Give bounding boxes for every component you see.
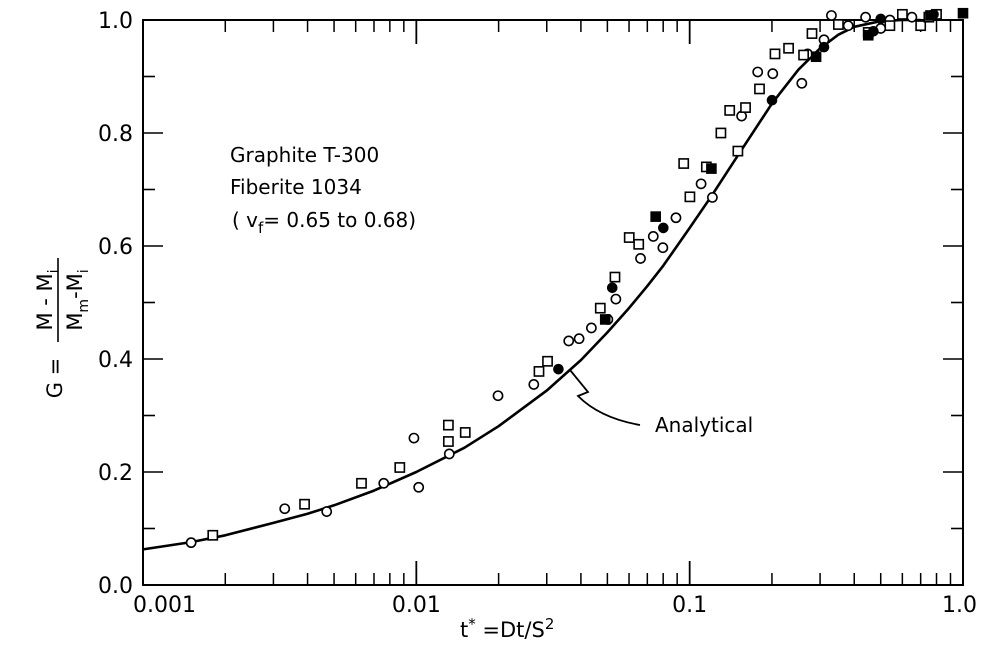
data-point-open-square xyxy=(459,427,471,438)
data-point-filled-square xyxy=(862,29,874,41)
data-point-open-square xyxy=(394,462,406,473)
analytical-label: Analytical xyxy=(655,413,753,437)
data-point-open-circle xyxy=(413,481,425,493)
data-point-open-circle xyxy=(443,448,455,460)
data-point-filled-circle xyxy=(875,13,887,25)
data-point-open-circle xyxy=(279,503,291,515)
data-point-open-square xyxy=(896,8,908,20)
data-point-open-circle xyxy=(378,477,390,489)
y-tick-label: 0.4 xyxy=(98,348,133,373)
data-point-filled-circle xyxy=(553,363,564,375)
data-point-open-circle xyxy=(706,192,718,203)
x-tick-label: 1.0 xyxy=(942,593,977,618)
data-point-open-square xyxy=(798,49,809,61)
y-tick-label: 0.8 xyxy=(98,122,133,147)
data-point-open-square xyxy=(783,42,794,54)
data-point-filled-square xyxy=(599,314,611,325)
analytical-curve xyxy=(142,18,921,551)
data-point-open-square xyxy=(732,145,744,157)
data-point-open-circle xyxy=(695,178,707,190)
y-tick-label: 0.6 xyxy=(98,235,133,260)
data-point-open-square xyxy=(594,302,606,314)
y-tick-label: 0.0 xyxy=(98,574,133,599)
data-point-open-circle xyxy=(408,432,420,444)
data-point-filled-circle xyxy=(658,222,669,234)
data-point-open-square xyxy=(442,436,454,447)
data-point-open-circle xyxy=(796,77,808,89)
x-axis-title: t* =Dt/S2 xyxy=(460,615,554,642)
data-point-filled-square xyxy=(925,10,936,21)
data-point-open-square xyxy=(442,419,454,431)
data-point-open-square xyxy=(609,271,621,283)
data-point-open-square xyxy=(542,355,553,367)
data-point-open-square xyxy=(533,366,545,377)
data-point-filled-circle xyxy=(606,282,618,294)
data-point-open-circle xyxy=(492,390,504,402)
data-point-open-square xyxy=(769,48,781,60)
data-point-open-circle xyxy=(647,230,659,242)
data-point-open-square xyxy=(833,19,844,30)
data-point-open-square xyxy=(684,191,696,203)
data-point-open-square xyxy=(884,20,896,32)
plot-frame xyxy=(142,19,964,586)
data-point-open-square xyxy=(678,158,690,169)
x-tick-label: 0.001 xyxy=(133,593,196,618)
data-point-open-circle xyxy=(670,212,682,224)
data-point-open-circle xyxy=(767,68,779,80)
data-point-open-square xyxy=(633,238,645,250)
data-point-open-circle xyxy=(573,333,585,345)
data-point-open-square xyxy=(623,232,635,243)
material-label-graphite: Graphite T-300 xyxy=(230,143,379,167)
data-point-open-circle xyxy=(842,20,854,32)
fiber-fraction-label: ( vf= 0.65 to 0.68) xyxy=(232,208,416,237)
data-point-open-circle xyxy=(752,66,764,78)
analytical-callout-arrow xyxy=(569,369,641,426)
data-point-filled-circle xyxy=(818,41,830,53)
y-axis-title-prefix: G = xyxy=(43,358,67,399)
y-axis-title: G = M - Mi Mm-Mi xyxy=(33,258,92,398)
data-point-open-circle xyxy=(860,11,871,23)
analytical-curve-layer xyxy=(142,18,921,551)
y-tick-label: 0.2 xyxy=(98,461,133,486)
x-tick-label: 0.1 xyxy=(672,593,707,618)
data-point-open-circle xyxy=(185,537,197,549)
data-point-open-circle xyxy=(585,322,597,334)
data-point-open-square xyxy=(806,28,818,39)
data-point-open-circle xyxy=(906,11,918,23)
data-point-open-circle xyxy=(635,253,646,264)
data-point-open-circle xyxy=(563,335,575,347)
x-tick-label: 0.01 xyxy=(392,593,441,618)
data-point-open-square xyxy=(724,105,736,116)
axes-layer: 0.001 0.01 0.1 1.0 0.0 0.2 0.4 0.6 0.8 1.0 xyxy=(98,9,977,618)
y-axis-title-numerator: M - Mi xyxy=(33,269,62,330)
data-point-open-square xyxy=(754,83,765,95)
data-point-open-square xyxy=(915,20,927,32)
data-point-open-square xyxy=(740,102,751,113)
data-point-open-circle xyxy=(321,506,333,517)
data-point-open-circle xyxy=(528,379,540,390)
data-point-open-circle xyxy=(826,10,837,21)
data-point-filled-square xyxy=(650,211,661,222)
data-point-open-square xyxy=(356,477,367,489)
y-tick-label: 1.0 xyxy=(98,9,133,34)
fiber-fraction-rest: = 0.65 to 0.68) xyxy=(263,208,416,232)
fiber-fraction-open: ( v xyxy=(232,208,258,232)
data-point-open-square xyxy=(207,529,219,541)
data-points-layer xyxy=(185,7,969,549)
data-point-open-circle xyxy=(657,242,669,254)
data-point-open-square xyxy=(715,127,727,139)
data-point-filled-circle xyxy=(766,94,778,106)
y-axis-title-denominator: Mm-Mi xyxy=(63,269,92,330)
material-label-fiberite: Fiberite 1034 xyxy=(230,175,362,199)
data-point-filled-square xyxy=(957,7,969,19)
data-point-filled-square xyxy=(810,51,822,63)
fiber-fraction-sub: f xyxy=(258,219,264,237)
data-point-filled-square xyxy=(706,163,717,174)
data-point-open-circle xyxy=(610,293,622,305)
data-point-open-square xyxy=(299,498,310,510)
